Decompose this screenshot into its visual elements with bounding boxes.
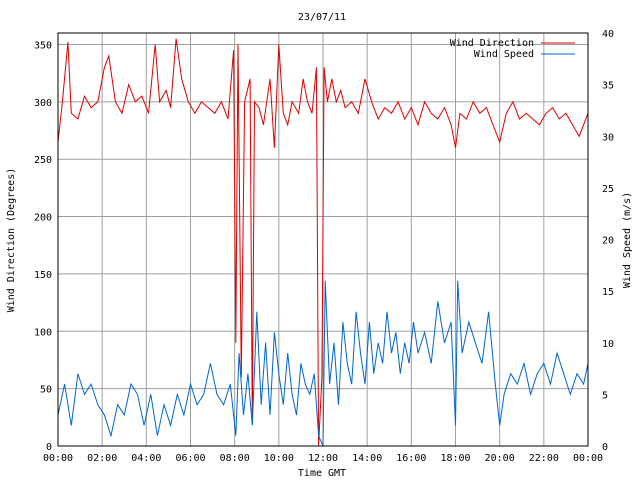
y-left-tick-label: 250 xyxy=(34,155,52,166)
y-axis-right-label: Wind Speed (m/s) xyxy=(622,192,633,288)
x-tick-label: 06:00 xyxy=(175,453,205,464)
axis-ticks: 00:00 02:00 04:00 06:00 08:00 10:00 12:00 14:00… xyxy=(34,29,614,464)
x-tick-label: 16:00 xyxy=(396,453,426,464)
y-right-tick-label: 10 xyxy=(602,339,614,350)
x-tick-label: 00:00 xyxy=(43,453,73,464)
x-tick-label: 10:00 xyxy=(264,453,294,464)
y-right-tick-label: 20 xyxy=(602,236,614,247)
x-tick-label: 12:00 xyxy=(308,453,338,464)
x-tick-label: 00:00 xyxy=(573,453,603,464)
y-left-tick-label: 300 xyxy=(34,98,52,109)
y-left-tick-label: 50 xyxy=(40,385,52,396)
x-tick-label: 14:00 xyxy=(352,453,382,464)
y-right-tick-label: 15 xyxy=(602,287,614,298)
y-right-tick-label: 0 xyxy=(602,442,608,453)
y-right-tick-label: 5 xyxy=(602,390,608,401)
series-lines xyxy=(57,38,589,447)
x-tick-label: 08:00 xyxy=(220,453,250,464)
x-tick-label: 18:00 xyxy=(440,453,470,464)
y-right-tick-label: 25 xyxy=(602,184,614,195)
y-left-tick-label: 350 xyxy=(34,40,52,51)
y-right-tick-label: 40 xyxy=(602,29,614,40)
y-left-tick-label: 0 xyxy=(46,442,52,453)
x-tick-label: 22:00 xyxy=(529,453,559,464)
legend-label-direction: Wind Direction xyxy=(450,38,534,49)
y-right-tick-label: 35 xyxy=(602,81,614,92)
series-line-wind-speed xyxy=(57,280,589,447)
legend-label-speed: Wind Speed xyxy=(474,49,534,60)
y-left-tick-label: 150 xyxy=(34,270,52,281)
chart-title: 23/07/11 xyxy=(298,12,346,23)
x-tick-label: 02:00 xyxy=(87,453,117,464)
y-axis-left-label: Wind Direction (Degrees) xyxy=(6,168,17,313)
y-right-tick-label: 30 xyxy=(602,132,614,143)
y-left-tick-label: 200 xyxy=(34,213,52,224)
x-tick-label: 20:00 xyxy=(485,453,515,464)
legend: Wind Direction Wind Speed xyxy=(450,38,575,60)
x-tick-label: 04:00 xyxy=(131,453,161,464)
series-line-wind-direction xyxy=(57,38,589,447)
x-axis-label: Time GMT xyxy=(298,468,346,479)
y-left-tick-label: 100 xyxy=(34,327,52,338)
plot-frame xyxy=(57,32,589,447)
